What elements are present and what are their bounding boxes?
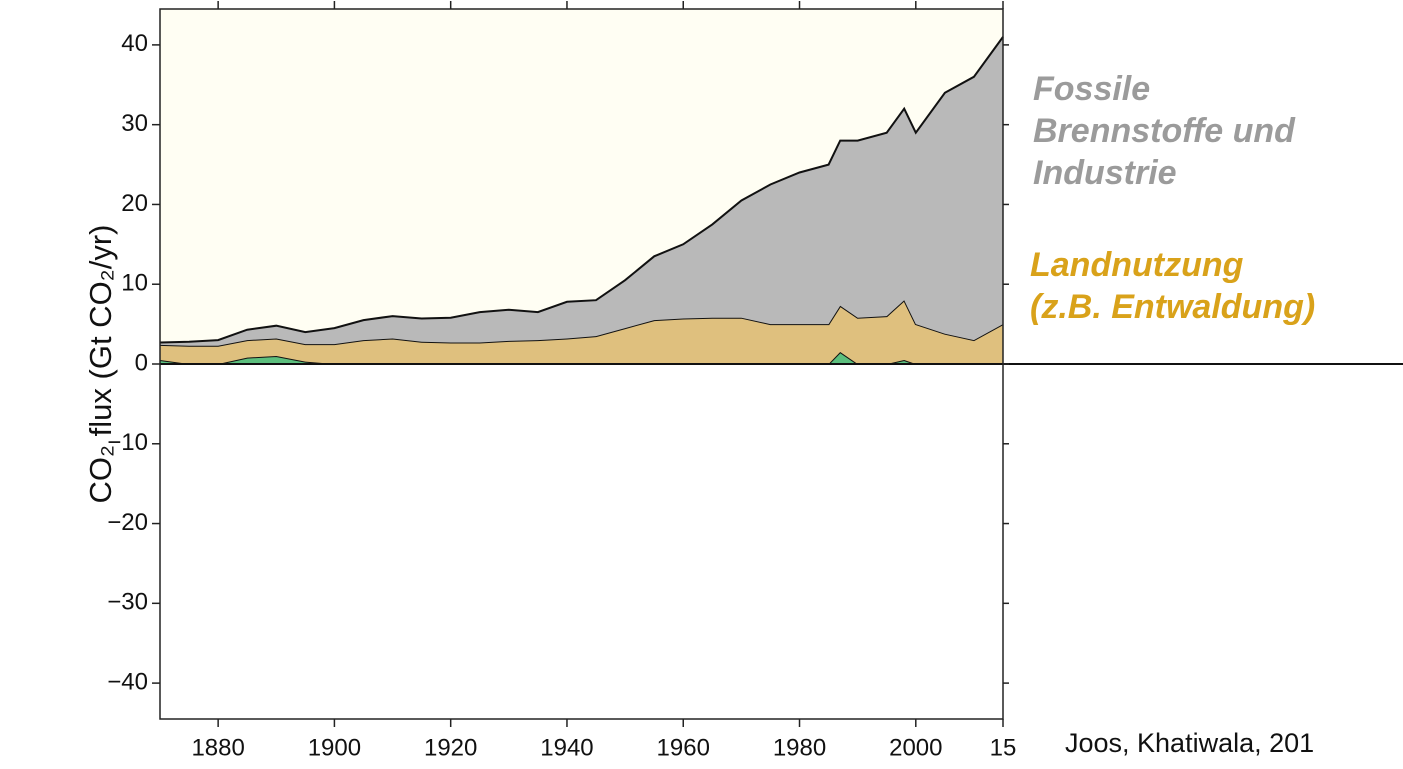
x-tick-label: 2000	[889, 734, 942, 761]
x-tick-label: 1940	[540, 734, 593, 761]
y-tick-label: −30	[107, 589, 148, 616]
y-tick-label: 0	[135, 349, 148, 376]
legend-label: Fossile Brennstoffe und Industrie	[1033, 70, 1295, 192]
y-tick-label: 10	[121, 270, 148, 297]
x-tick-label: 1880	[191, 734, 244, 761]
y-tick-label: −10	[107, 429, 148, 456]
x-tick-label: 1900	[308, 734, 361, 761]
y-tick-label: 20	[121, 190, 148, 217]
y-tick-label: 40	[121, 30, 148, 57]
x-tick-label: 1980	[773, 734, 826, 761]
legend-label: Landnutzung (z.B. Entwaldung)	[1030, 246, 1316, 326]
y-tick-label: −40	[107, 668, 148, 695]
y-axis-label: CO₂ flux (Gt CO₂/yr)	[83, 225, 118, 504]
area	[160, 300, 1003, 364]
area-outline	[159, 36, 1004, 344]
x-tick-label: 1920	[424, 734, 477, 761]
y-tick-label: 30	[121, 110, 148, 137]
x-tick-label: 1960	[657, 734, 710, 761]
x-tick-label: 15	[990, 734, 1017, 761]
area	[160, 36, 1003, 346]
source-note: Joos, Khatiwala, 201	[1065, 728, 1315, 758]
y-tick-label: −20	[107, 509, 148, 536]
